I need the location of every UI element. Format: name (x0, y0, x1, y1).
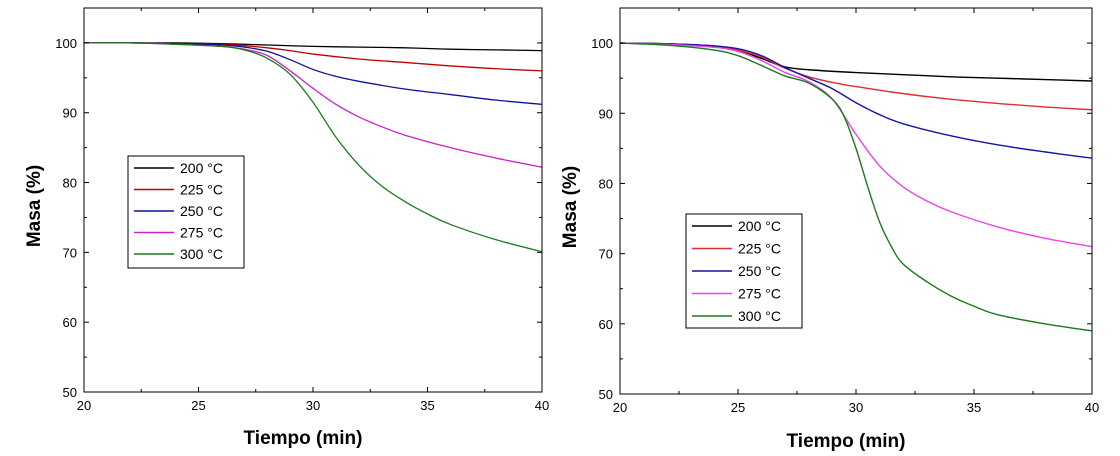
plot-frame (619, 7, 1093, 395)
y-axis-title: Masa (%) (560, 166, 581, 248)
legend-box (127, 155, 245, 269)
y-tick-label: 90 (599, 106, 613, 121)
y-tick-label: 100 (55, 36, 77, 51)
series-lines (620, 42, 1092, 332)
x-tick-label: 35 (420, 398, 434, 413)
chart-2: 20 25 30 35 40 50 60 70 80 90 100 Tiempo (min) Masa … (560, 7, 1099, 452)
legend: 200 °C 225 °C 250 °C 275 °C 300 °C (685, 213, 803, 329)
y-tick-label: 60 (599, 317, 613, 332)
y-tick-label: 90 (63, 106, 77, 121)
series-line-275c (84, 42, 542, 168)
series-lines (84, 42, 542, 253)
legend-label: 250 °C (180, 203, 223, 219)
chart-1: 20 25 30 35 40 50 60 70 80 90 100 Tiempo (min) Masa … (24, 7, 549, 449)
legend-label: 250 °C (738, 263, 781, 279)
y-tick-label: 70 (63, 245, 77, 260)
y-tick-label: 80 (599, 176, 613, 191)
legend-label: 275 °C (180, 225, 223, 241)
y-tick-label: 80 (63, 176, 77, 191)
x-tick-label: 40 (1085, 400, 1099, 415)
series-line-300c (620, 42, 1092, 332)
series-line-225c (620, 42, 1092, 111)
x-axis-title: Tiempo (min) (244, 428, 363, 449)
legend-label: 200 °C (738, 218, 781, 234)
y-tick-label: 50 (599, 387, 613, 402)
x-tick-label: 25 (731, 400, 745, 415)
x-tick-label: 25 (191, 398, 205, 413)
series-line-200c (620, 42, 1092, 82)
series-line-250c (84, 42, 542, 105)
y-tick-label: 60 (63, 315, 77, 330)
y-axis-title: Masa (%) (24, 165, 45, 247)
legend-label: 275 °C (738, 286, 781, 302)
x-axis-title: Tiempo (min) (787, 431, 906, 452)
x-tick-label: 30 (849, 400, 863, 415)
y-tick-label: 70 (599, 247, 613, 262)
legend: 200 °C 225 °C 250 °C 275 °C 300 °C (127, 155, 245, 269)
legend-label: 300 °C (738, 308, 781, 324)
legend-label: 225 °C (738, 241, 781, 257)
series-line-250c (620, 42, 1092, 159)
x-tick-label: 35 (967, 400, 981, 415)
y-tick-label: 50 (63, 385, 77, 400)
legend-label: 300 °C (180, 246, 223, 262)
legend-label: 200 °C (180, 160, 223, 176)
series-line-300c (84, 42, 542, 253)
x-tick-label: 20 (613, 400, 627, 415)
series-line-225c (84, 42, 542, 72)
x-tick-label: 20 (77, 398, 91, 413)
x-tick-label: 40 (535, 398, 549, 413)
y-tick-label: 100 (591, 36, 613, 51)
legend-label: 225 °C (180, 182, 223, 198)
x-tick-label: 30 (306, 398, 320, 413)
